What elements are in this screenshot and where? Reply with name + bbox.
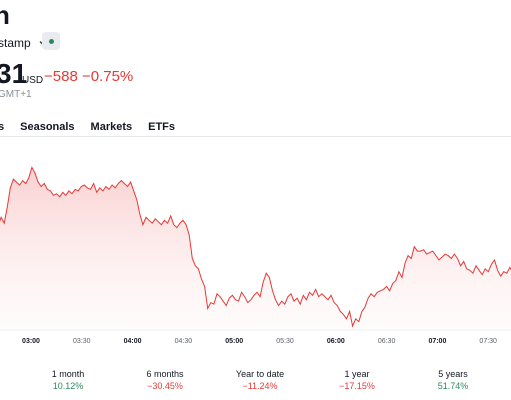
performance-item[interactable]: 1 year −17.15% [312,368,402,392]
market-status-button[interactable] [42,32,60,50]
performance-item[interactable]: 6 months −30.45% [120,368,210,392]
x-tick-label: 07:30 [479,338,497,345]
x-tick-label: 06:30 [378,338,396,345]
performance-label: 5 years [438,369,468,379]
price-change: −588 −0.75% [44,68,134,85]
x-tick-label: 03:30 [73,338,91,345]
performance-item[interactable]: Year to date −11.24% [215,368,305,392]
tab-seasonals[interactable]: Seasonals [20,121,75,133]
tab-etfs[interactable]: ETFs [148,121,176,133]
performance-item[interactable]: 5 years 51.74% [408,368,498,392]
x-tick-label: 05:30 [276,338,294,345]
price-chart[interactable]: 03:00 03:30 04:00 04:30 05:00 05:30 06:00 06:30… [0,150,511,350]
timezone-label: GMT+1 [0,89,32,100]
exchange-selector[interactable]: stamp [0,36,47,50]
performance-value: 51.74% [437,381,469,391]
x-tick-label: 05:00 [225,338,243,345]
currency-label: USD [22,75,44,86]
tab-bar: s Seasonals Markets ETFs [0,121,175,133]
performance-value: −30.45% [147,381,183,391]
performance-label: Year to date [235,369,285,379]
performance-item[interactable]: 1 month 10.12% [23,368,113,392]
x-tick-label: 06:00 [327,338,345,345]
price-area [0,167,511,330]
tab-divider [0,136,511,137]
market-open-dot-icon [48,38,54,44]
x-axis-ticks: 03:00 03:30 04:00 04:30 05:00 05:30 06:00 06:30… [22,338,497,345]
performance-label: 1 year [344,369,370,379]
x-tick-label: 04:30 [175,338,193,345]
tab-markets[interactable]: Markets [90,121,133,133]
price-line [0,166,511,328]
performance-value: −17.15% [339,381,375,391]
symbol-title: n [0,0,10,30]
x-tick-label: 03:00 [22,338,40,345]
performance-label: 1 month [51,369,85,379]
x-tick-label: 04:00 [124,338,142,345]
performance-value: 10.12% [52,381,84,391]
exchange-label: stamp [0,36,31,50]
tab-partial[interactable]: s [0,121,5,133]
last-price: 31 [0,58,28,89]
performance-value: −11.24% [242,381,278,391]
x-tick-label: 07:00 [428,338,446,345]
performance-label: 6 months [146,369,184,379]
